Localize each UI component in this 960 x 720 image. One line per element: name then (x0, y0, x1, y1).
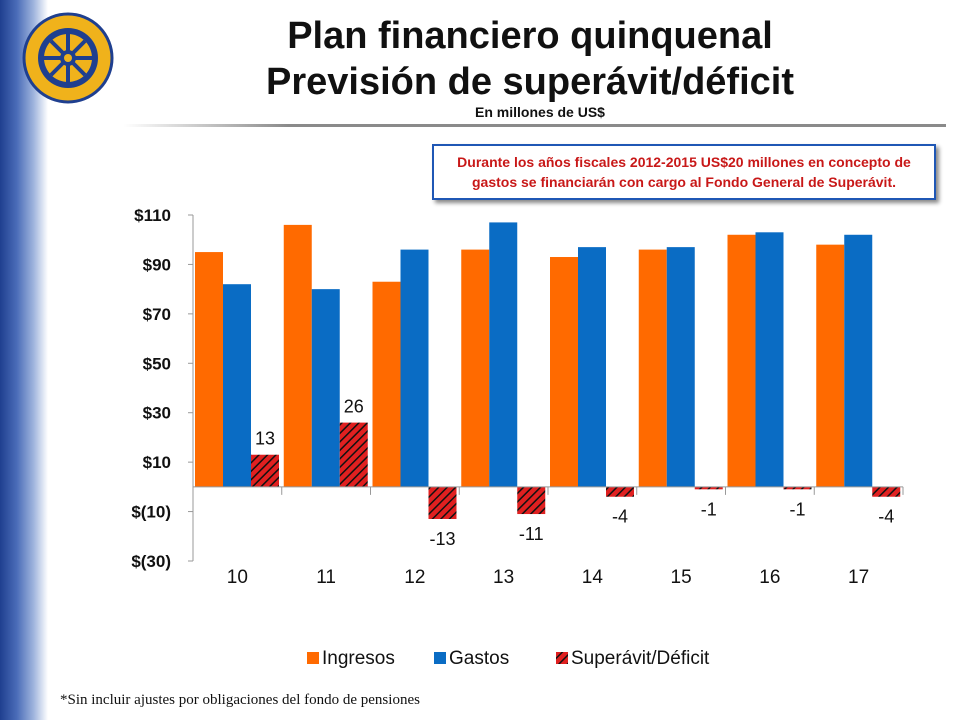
title-divider (124, 124, 946, 127)
data-label-12: -13 (429, 529, 455, 549)
bar-gastos-14 (578, 247, 606, 487)
data-label-14: -4 (612, 507, 628, 527)
rotary-logo (22, 12, 114, 104)
y-tick-label: $10 (143, 453, 171, 472)
x-tick-label-15: 15 (671, 567, 692, 588)
bar-gastos-10 (223, 284, 251, 487)
bar-ingresos-16 (727, 234, 756, 487)
x-tick-label-17: 17 (848, 567, 869, 588)
legend-label-super-vit-d-ficit: Superávit/Déficit (571, 648, 710, 669)
slide-subtitle: En millones de US$ (475, 104, 605, 120)
legend-label-ingresos: Ingresos (322, 648, 395, 669)
bar-ingresos-17 (816, 244, 845, 487)
bar-super-vit-d-ficit-11 (339, 422, 368, 487)
legend-swatch-super-vit-d-ficit (556, 652, 568, 664)
data-label-10: 13 (255, 429, 275, 449)
legend-swatch-ingresos (307, 652, 319, 664)
x-tick-label-13: 13 (493, 567, 514, 588)
y-tick-label: $(30) (131, 552, 171, 571)
bar-super-vit-d-ficit-10 (251, 454, 279, 487)
bar-gastos-11 (311, 289, 340, 487)
bar-super-vit-d-ficit-12 (428, 486, 457, 519)
bar-gastos-12 (400, 249, 429, 487)
x-tick-label-14: 14 (582, 567, 604, 588)
y-tick-label: $(10) (131, 503, 171, 522)
slide-title-line2: Previsión de superávit/déficit (266, 61, 794, 103)
bar-ingresos-10 (195, 252, 223, 487)
x-tick-label-11: 11 (316, 567, 336, 588)
bar-gastos-16 (755, 232, 784, 487)
y-tick-label: $30 (143, 404, 171, 423)
data-label-16: -1 (789, 499, 805, 519)
bar-ingresos-15 (638, 249, 667, 487)
footnote: *Sin incluir ajustes por obligaciones de… (60, 692, 420, 708)
bar-super-vit-d-ficit-17 (872, 486, 901, 497)
fiscal-note-box: Durante los años fiscales 2012-2015 US$2… (432, 144, 936, 200)
left-gradient-bar (0, 0, 48, 720)
bar-super-vit-d-ficit-14 (606, 486, 634, 497)
legend-swatch-gastos (434, 652, 446, 664)
bar-super-vit-d-ficit-13 (517, 486, 546, 515)
bar-ingresos-12 (372, 281, 401, 487)
data-label-17: -4 (878, 507, 894, 527)
data-label-15: -1 (701, 499, 717, 519)
bar-gastos-13 (489, 222, 518, 487)
y-tick-label: $90 (143, 255, 171, 274)
bar-super-vit-d-ficit-16 (783, 486, 812, 490)
slide-title-line1: Plan financiero quinquenal (287, 15, 773, 57)
legend-label-gastos: Gastos (449, 648, 509, 669)
data-label-13: -11 (519, 524, 544, 544)
x-tick-label-10: 10 (227, 567, 248, 588)
bar-ingresos-14 (550, 257, 578, 487)
bar-super-vit-d-ficit-15 (694, 486, 723, 490)
bar-gastos-17 (844, 234, 873, 487)
y-tick-label: $70 (143, 305, 171, 324)
y-tick-label: $110 (134, 206, 171, 225)
bar-ingresos-11 (283, 224, 312, 487)
bar-gastos-15 (666, 247, 695, 487)
bar-ingresos-13 (461, 249, 490, 487)
y-tick-label: $50 (143, 354, 171, 373)
x-tick-label-12: 12 (404, 567, 425, 588)
data-label-11: 26 (344, 397, 364, 417)
x-tick-label-16: 16 (759, 567, 780, 588)
